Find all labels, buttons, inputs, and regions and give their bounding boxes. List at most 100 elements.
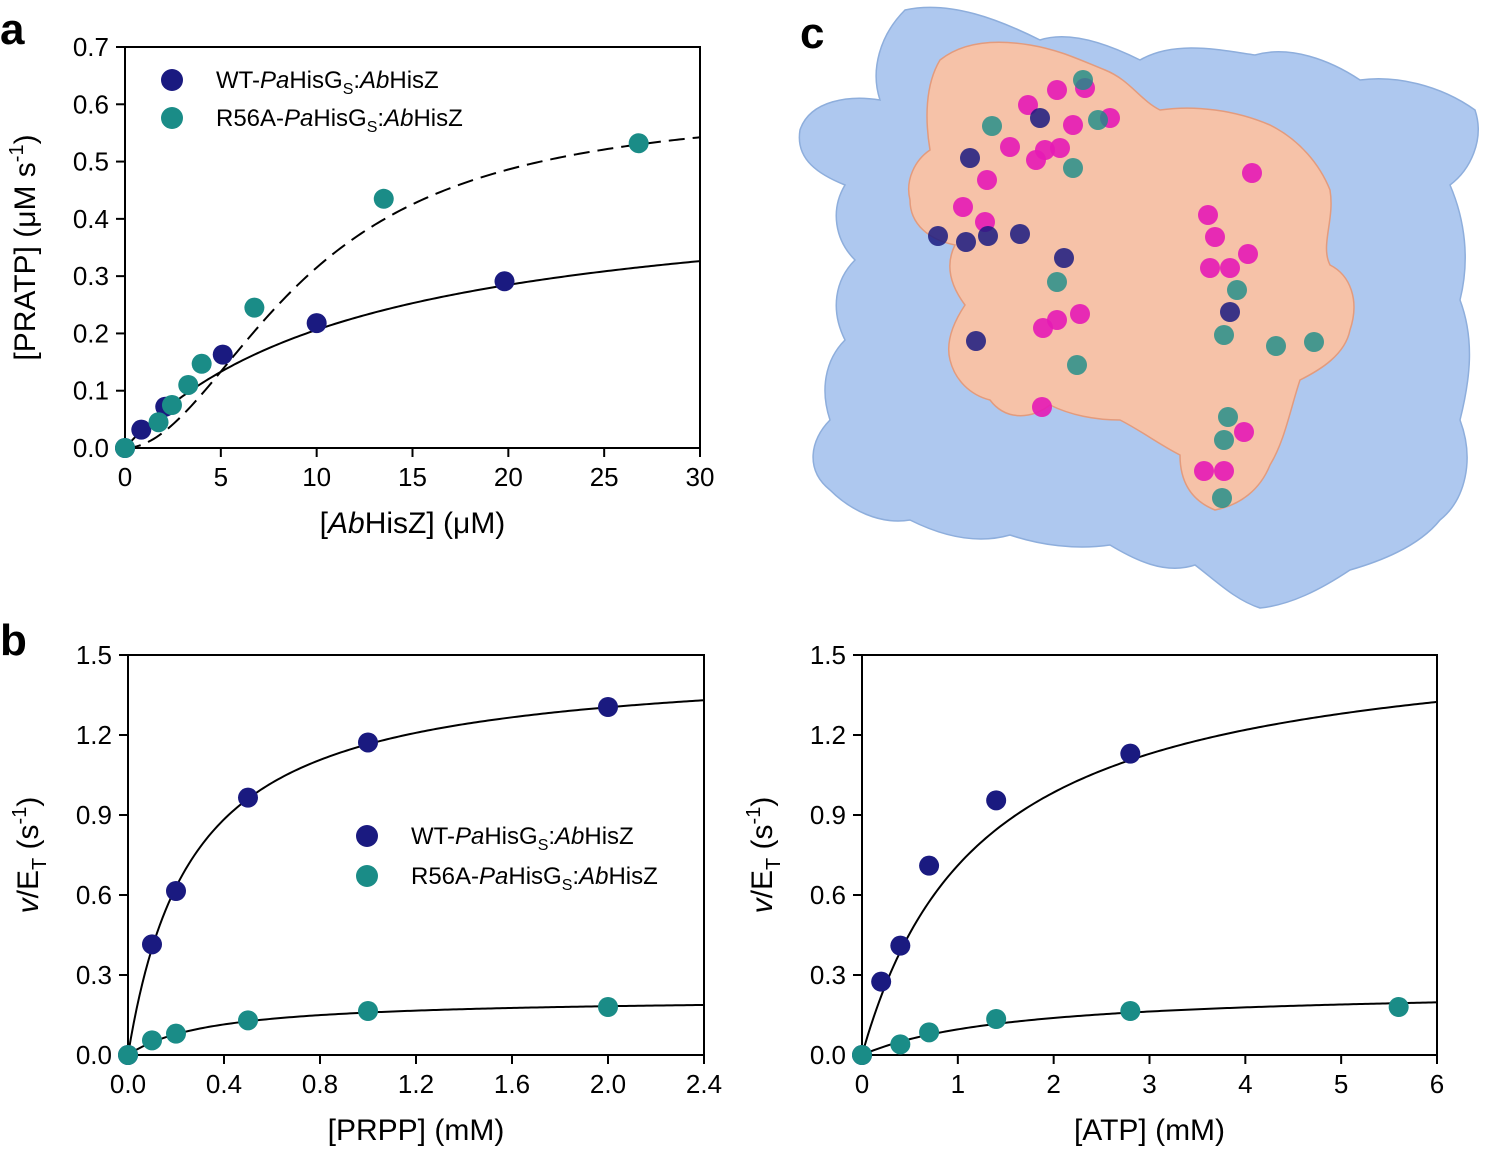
y-tick-label: 0.3: [76, 960, 112, 990]
y-axis-title: v/ET (s-1): [743, 797, 785, 914]
residue-sphere-navy: [1030, 108, 1050, 128]
panel-letter-c: c: [800, 9, 824, 58]
r56a-data-point: [986, 1009, 1007, 1029]
y-tick-label: 1.5: [76, 640, 112, 670]
protein-surface-image: [798, 6, 1479, 609]
panel-letter-a: a: [0, 5, 25, 54]
residue-sphere-magenta: [1194, 461, 1214, 481]
residue-sphere-magenta: [1000, 137, 1020, 157]
residue-sphere-teal: [1063, 158, 1083, 178]
r56a-data-point: [178, 374, 199, 395]
residue-sphere-navy: [1054, 248, 1074, 268]
residue-sphere-teal: [1212, 488, 1232, 508]
residue-sphere-magenta: [1070, 304, 1090, 324]
residue-sphere-teal: [1214, 325, 1234, 345]
x-tick-label: 0.4: [206, 1069, 242, 1099]
residue-sphere-teal: [1088, 110, 1108, 130]
x-tick-label: 4: [1238, 1069, 1252, 1099]
y-tick-label: 0.9: [810, 800, 846, 830]
residue-sphere-magenta: [1238, 244, 1258, 264]
wt-legend-label: WT-PaHisGS:AbHisZ: [216, 67, 439, 98]
residue-sphere-magenta: [1033, 318, 1053, 338]
wt-data-point: [166, 881, 186, 901]
y-tick-label: 1.5: [810, 640, 846, 670]
r56a-data-point: [890, 1034, 911, 1055]
wt-data-point: [871, 971, 892, 992]
y-tick-label: 0.3: [73, 261, 109, 291]
r56a-fit-curve: [124, 136, 701, 449]
residue-sphere-teal: [1067, 355, 1087, 375]
y-tick-label: 0.0: [76, 1040, 112, 1070]
wt-data-point: [238, 787, 258, 808]
residue-sphere-navy: [978, 226, 998, 246]
r56a-data-point: [238, 1010, 258, 1031]
x-tick-label: 1.6: [494, 1069, 530, 1099]
r56a-data-point: [244, 297, 265, 318]
x-tick-label: 0.8: [302, 1069, 338, 1099]
x-tick-label: 0: [118, 462, 132, 492]
residue-sphere-navy: [960, 148, 980, 168]
r56a-data-point: [358, 1001, 378, 1021]
wt-data-point: [919, 855, 940, 876]
residue-sphere-magenta: [1063, 115, 1083, 135]
residue-spheres: [928, 70, 1324, 508]
residue-sphere-navy: [966, 331, 986, 351]
y-tick-label: 0.0: [73, 433, 109, 463]
residue-sphere-magenta: [1050, 138, 1070, 158]
residue-sphere-teal: [1073, 70, 1093, 90]
residue-sphere-magenta: [977, 170, 997, 190]
x-axis-title: [AbHisZ] (μM): [320, 507, 506, 540]
wt-data-point: [131, 419, 152, 440]
x-tick-label: 15: [398, 462, 427, 492]
r56a-data-point: [191, 353, 212, 374]
chart-a: 0 5 10 15 20 25 30 0.0 0.1 0.2 0.3 0.4 0.5 0.6 0.7 [AbH…: [6, 32, 714, 540]
x-tick-label: 5: [214, 462, 228, 492]
x-tick-label: 0: [855, 1069, 869, 1099]
r56a-legend-marker: [356, 865, 378, 887]
residue-sphere-teal: [1304, 332, 1324, 352]
r56a-fit-curve: [861, 1001, 1438, 1056]
r56a-legend-marker: [161, 107, 183, 129]
wt-fit-curve: [861, 700, 1438, 1056]
wt-data-point: [358, 732, 378, 753]
x-tick-label: 2: [1046, 1069, 1060, 1099]
r56a-data-point: [1120, 1001, 1141, 1021]
r56a-legend-label: R56A-PaHisGS:AbHisZ: [411, 863, 658, 894]
residue-sphere-magenta: [1026, 150, 1046, 170]
x-tick-label: 2.0: [590, 1069, 626, 1099]
wt-data-point: [494, 271, 515, 292]
x-axis-title: [ATP] (mM): [1074, 1114, 1225, 1147]
wt-data-point: [212, 344, 233, 365]
residue-sphere-teal: [1047, 272, 1067, 292]
x-tick-label: 1.2: [398, 1069, 434, 1099]
wt-legend-label: WT-PaHisGS:AbHisZ: [411, 823, 634, 854]
y-tick-label: 0.7: [73, 32, 109, 62]
y-tick-label: 0.5: [73, 147, 109, 177]
r56a-data-point: [1388, 997, 1409, 1017]
wt-data-point: [598, 697, 618, 717]
panel-letter-b: b: [0, 616, 27, 665]
y-tick-label: 1.2: [76, 720, 112, 750]
residue-sphere-magenta: [1198, 205, 1218, 225]
x-tick-label: 3: [1142, 1069, 1156, 1099]
residue-sphere-magenta: [1032, 397, 1052, 417]
plot-frame: [861, 654, 1438, 1056]
r56a-data-point: [115, 438, 135, 458]
residue-sphere-magenta: [1214, 461, 1234, 481]
r56a-legend-label: R56A-PaHisGS:AbHisZ: [216, 105, 463, 136]
wt-data-point: [306, 313, 327, 334]
wt-data-point: [986, 790, 1007, 811]
residue-sphere-magenta: [1205, 227, 1225, 247]
y-axis-title: v/ET (s-1): [9, 797, 51, 914]
wt-data-point: [142, 934, 162, 955]
x-tick-label: 30: [686, 462, 715, 492]
residue-sphere-teal: [1214, 430, 1234, 450]
y-axis-title: [PRATP] (μM s-1): [6, 134, 42, 360]
residue-sphere-navy: [956, 232, 976, 252]
wt-legend-marker: [356, 825, 378, 847]
r56a-data-point: [166, 1023, 186, 1044]
residue-sphere-navy: [928, 226, 948, 246]
residue-sphere-magenta: [1242, 163, 1262, 183]
y-tick-label: 0.6: [76, 880, 112, 910]
residue-sphere-magenta: [1234, 422, 1254, 442]
